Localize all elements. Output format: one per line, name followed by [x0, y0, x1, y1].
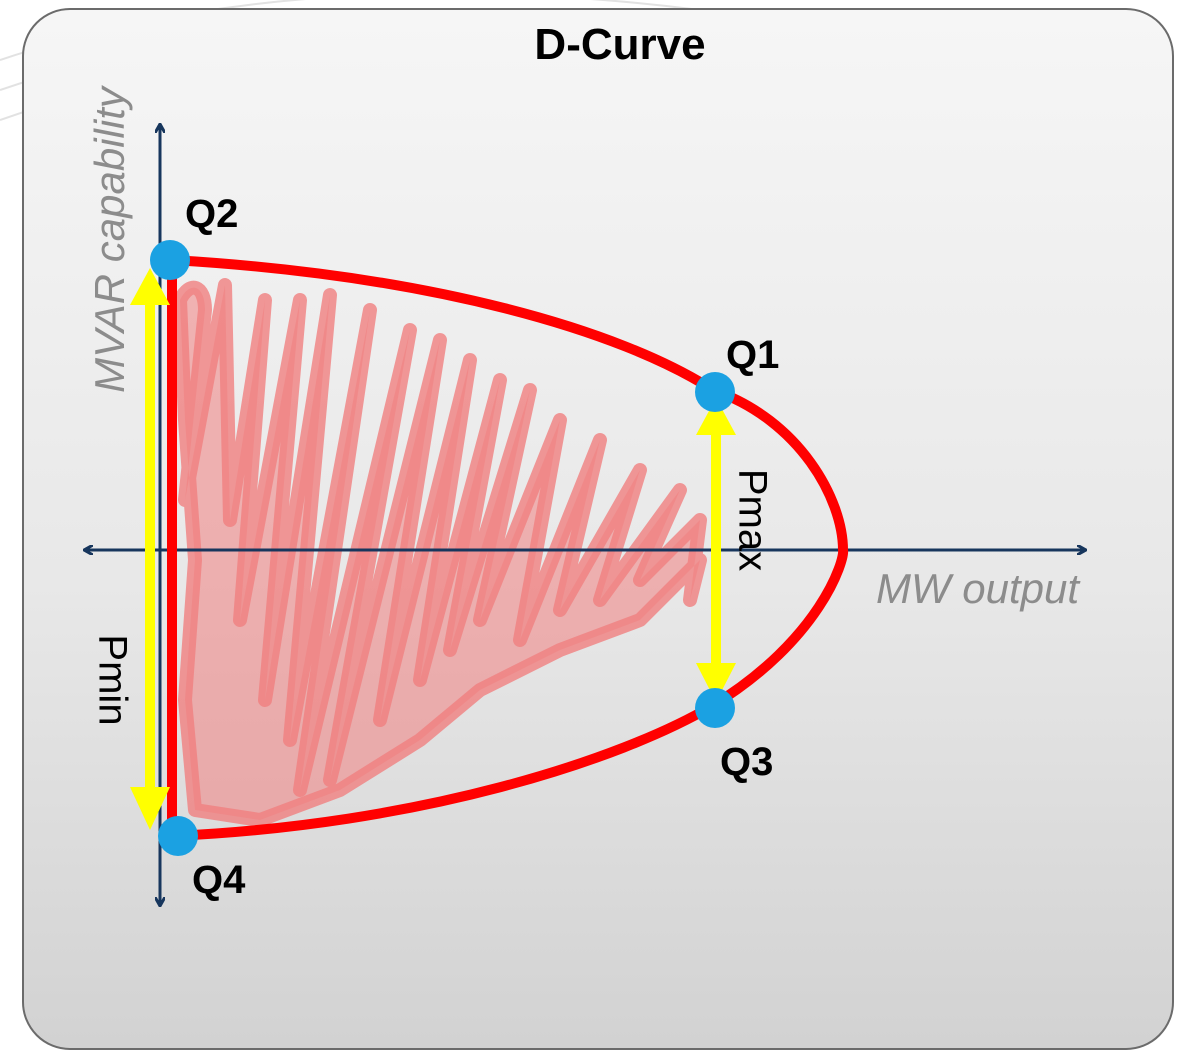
point-q1-marker — [695, 372, 735, 412]
point-q2-label: Q2 — [185, 192, 239, 236]
diagram-title: D-Curve — [534, 20, 706, 69]
point-q4-marker — [158, 816, 198, 856]
pmin-label: Pmin — [90, 634, 135, 726]
point-q1-label: Q1 — [726, 333, 780, 377]
pmin-range-arrow — [130, 268, 170, 830]
pmax-range-arrow — [696, 398, 736, 702]
point-q2-marker — [150, 240, 190, 280]
pmax-label: Pmax — [730, 468, 775, 572]
d-curve-boundary — [167, 255, 849, 841]
x-axis-label: MW output — [876, 565, 1080, 612]
point-q4-label: Q4 — [192, 858, 246, 902]
capability-region-shading — [173, 278, 707, 827]
y-axis-label: MVAR capability — [86, 87, 133, 393]
point-q3-marker — [695, 688, 735, 728]
point-q3-label: Q3 — [720, 740, 774, 784]
